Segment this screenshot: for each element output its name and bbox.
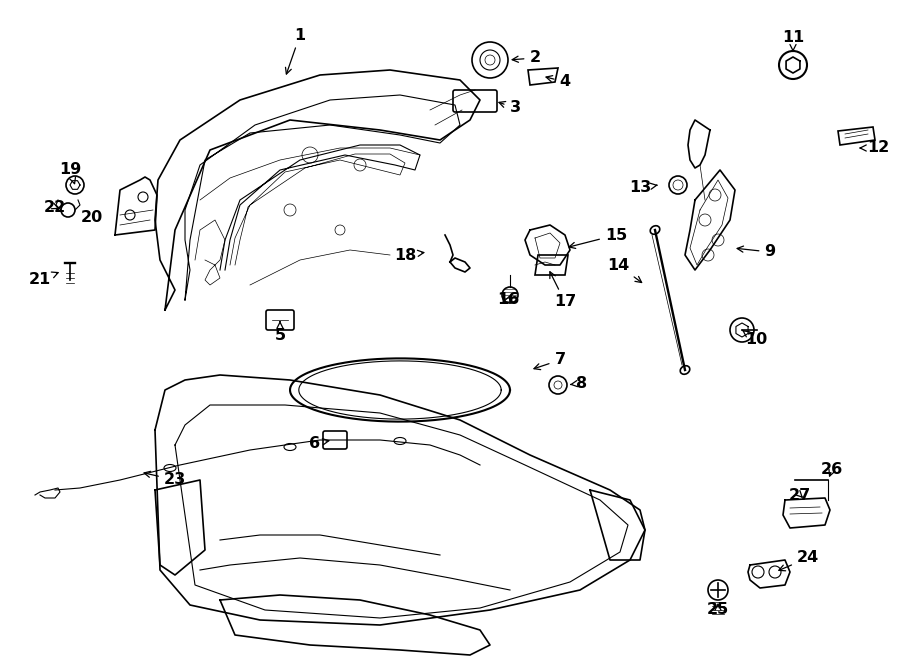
- Text: 10: 10: [742, 330, 767, 348]
- Text: 13: 13: [629, 180, 657, 196]
- Text: 12: 12: [860, 141, 889, 155]
- Text: 17: 17: [550, 272, 576, 309]
- Text: 7: 7: [534, 352, 565, 369]
- Text: 16: 16: [497, 293, 519, 307]
- Text: 15: 15: [569, 227, 627, 249]
- Text: 5: 5: [274, 322, 285, 342]
- Text: 22: 22: [44, 200, 66, 215]
- Text: 24: 24: [778, 551, 819, 571]
- Text: 18: 18: [394, 247, 424, 262]
- Text: 4: 4: [546, 75, 571, 89]
- Text: 26: 26: [821, 463, 843, 477]
- Text: 11: 11: [782, 30, 804, 51]
- Text: 3: 3: [499, 100, 520, 116]
- Text: 19: 19: [58, 163, 81, 184]
- Text: 25: 25: [706, 602, 729, 617]
- Text: 27: 27: [789, 488, 811, 502]
- Text: 1: 1: [285, 28, 306, 74]
- Text: 20: 20: [81, 210, 104, 225]
- Text: 6: 6: [310, 436, 328, 451]
- Text: 8: 8: [571, 375, 588, 391]
- Text: 23: 23: [144, 471, 186, 488]
- Text: 2: 2: [512, 50, 541, 65]
- Text: 9: 9: [737, 245, 776, 260]
- Text: 21: 21: [29, 272, 58, 288]
- Text: 14: 14: [607, 258, 642, 282]
